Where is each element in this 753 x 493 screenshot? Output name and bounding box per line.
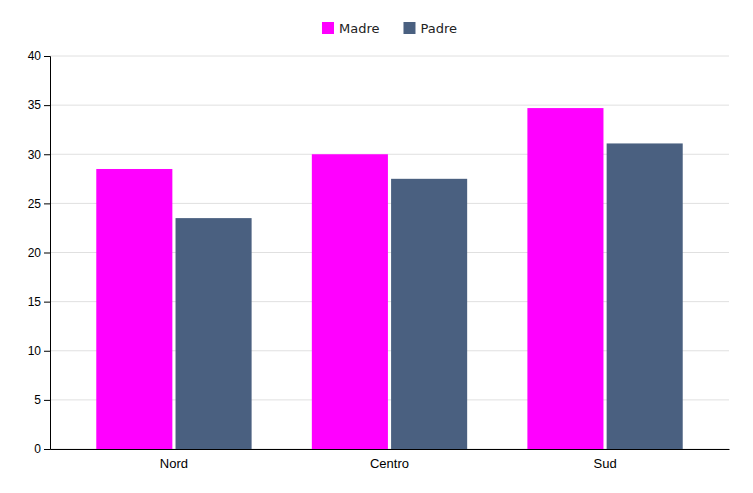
- y-tick: 25: [28, 197, 50, 211]
- y-axis-line: [44, 57, 51, 450]
- bar: [391, 179, 467, 449]
- y-tick-mark: [44, 253, 50, 254]
- legend-label: Madre: [339, 21, 380, 36]
- y-tick-label: 0: [34, 442, 41, 456]
- bar: [312, 154, 388, 449]
- x-tick-label: Nord: [160, 456, 188, 471]
- y-tick: 0: [34, 442, 50, 456]
- legend-label: Padre: [420, 21, 457, 36]
- y-tick: 20: [28, 246, 50, 260]
- y-axis: 0 5 10 15 20 25 30 35 40: [28, 49, 51, 456]
- x-axis: Nord Centro Sud: [51, 450, 730, 472]
- legend-item: Madre: [322, 21, 380, 36]
- y-tick: 40: [28, 49, 50, 63]
- x-tick-label: Sud: [593, 456, 616, 471]
- y-tick-label: 15: [28, 295, 42, 309]
- y-tick-label: 40: [28, 49, 42, 63]
- y-tick-label: 30: [28, 148, 42, 162]
- y-tick-mark: [44, 400, 50, 401]
- legend-swatch: [322, 22, 334, 34]
- y-tick-mark: [44, 105, 50, 106]
- x-tick: Sud: [593, 456, 616, 471]
- y-tick: 35: [28, 98, 50, 112]
- grid-line: [50, 56, 729, 57]
- bar: [96, 169, 172, 449]
- legend: Madre Padre: [322, 21, 457, 36]
- y-tick-mark: [44, 154, 50, 155]
- y-tick: 10: [28, 344, 50, 358]
- bar: [607, 143, 683, 449]
- x-tick: Nord: [160, 456, 188, 471]
- bar-series: [176, 143, 683, 449]
- y-tick: 5: [34, 393, 50, 407]
- grid: [50, 56, 729, 449]
- bar-series: [96, 108, 603, 449]
- x-axis-line: [51, 449, 730, 450]
- y-tick: 15: [28, 295, 50, 309]
- y-tick: 30: [28, 148, 50, 162]
- grid-line: [50, 105, 729, 106]
- y-tick-mark: [44, 56, 50, 57]
- bar: [527, 108, 603, 449]
- y-tick-label: 20: [28, 246, 42, 260]
- bars: [96, 108, 682, 449]
- x-tick: Centro: [370, 456, 409, 471]
- bar: [176, 218, 252, 449]
- legend-item: Padre: [403, 21, 457, 36]
- legend-swatch: [403, 22, 415, 34]
- y-tick-label: 5: [34, 393, 41, 407]
- y-tick-mark: [44, 302, 50, 303]
- plot: 0 5 10 15 20 25 30 35 40 Nord Centro Sud: [28, 49, 730, 471]
- y-tick-label: 25: [28, 197, 42, 211]
- y-tick-label: 10: [28, 344, 42, 358]
- y-tick-mark: [44, 351, 50, 352]
- y-tick-label: 35: [28, 98, 42, 112]
- y-tick-mark: [44, 203, 50, 204]
- chart: 0 5 10 15 20 25 30 35 40 Nord Centro Sud Madre Padre: [0, 0, 753, 493]
- y-tick-mark: [44, 449, 50, 450]
- x-tick-label: Centro: [370, 456, 409, 471]
